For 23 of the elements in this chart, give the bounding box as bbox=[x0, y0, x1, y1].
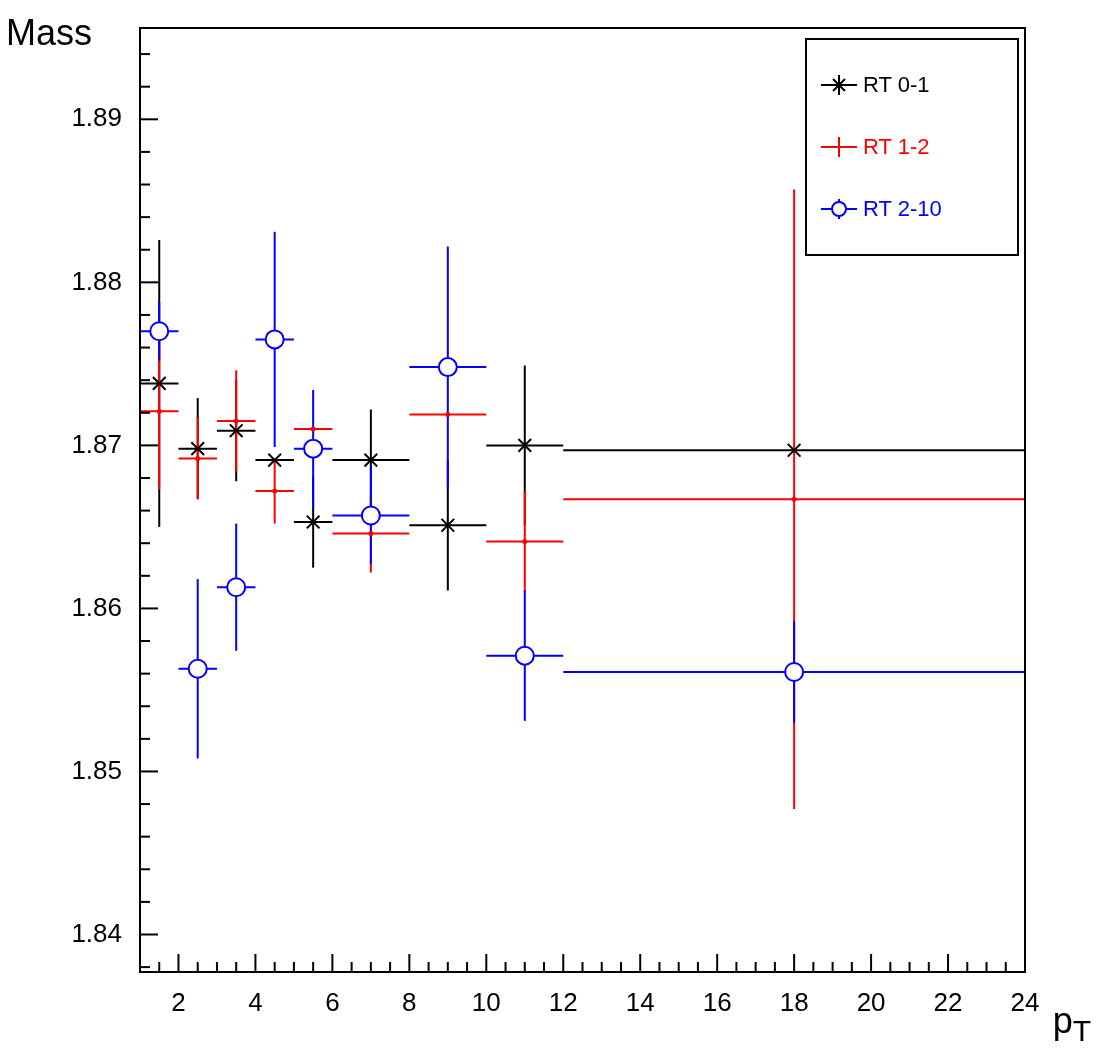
legend-label: RT 2-10 bbox=[863, 196, 942, 222]
y-tick-label: 1.85 bbox=[71, 754, 122, 785]
legend-label: RT 0-1 bbox=[863, 72, 930, 98]
y-tick-label: 1.89 bbox=[71, 102, 122, 133]
x-tick-label: 22 bbox=[933, 986, 963, 1017]
x-tick-label: 10 bbox=[471, 986, 501, 1017]
y-tick-label: 1.86 bbox=[71, 591, 122, 622]
x-tick-label: 8 bbox=[402, 986, 417, 1017]
x-axis-title: p$_{T}$ bbox=[1052, 999, 1091, 1048]
legend-label: RT 1-2 bbox=[863, 134, 930, 160]
y-tick-label: 1.88 bbox=[71, 265, 122, 296]
x-tick-label: 2 bbox=[171, 986, 186, 1017]
x-tick-label: 12 bbox=[548, 986, 578, 1017]
y-tick-label: 1.87 bbox=[71, 428, 122, 459]
x-tick-label: 24 bbox=[1010, 986, 1040, 1017]
x-tick-label: 18 bbox=[779, 986, 809, 1017]
x-tick-label: 6 bbox=[325, 986, 340, 1017]
x-tick-label: 4 bbox=[248, 986, 263, 1017]
x-tick-label: 20 bbox=[856, 986, 886, 1017]
x-tick-label: 16 bbox=[702, 986, 732, 1017]
y-axis-title: Mass bbox=[6, 12, 93, 54]
y-tick-label: 1.84 bbox=[71, 917, 122, 948]
x-tick-label: 14 bbox=[625, 986, 655, 1017]
